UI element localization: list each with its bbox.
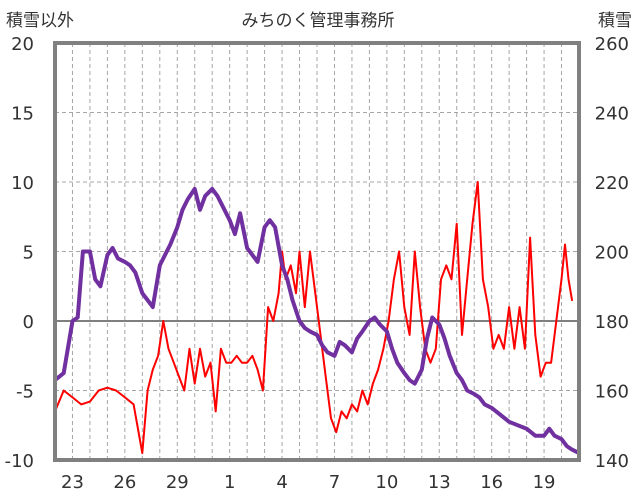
y-right-tick-label: 240 [595, 104, 629, 125]
y-right-tick-label: 200 [595, 243, 629, 264]
y-left-tick-label: 10 [11, 173, 34, 194]
y-left-tick-label: 0 [23, 312, 34, 333]
series-line-other [54, 181, 573, 455]
x-tick-label: 26 [113, 472, 136, 493]
x-tick-label: 19 [533, 472, 556, 493]
x-tick-label: 23 [61, 472, 84, 493]
chart-title: みちのく管理事務所 [242, 11, 395, 31]
y-right-tick-label: 160 [595, 382, 629, 403]
y-right-tick-label: 260 [595, 34, 629, 55]
y-left-tick-label: -5 [16, 382, 34, 403]
x-tick-label: 4 [276, 472, 287, 493]
series-layer [53, 181, 581, 456]
y-left-tick-label: 5 [23, 243, 34, 264]
grid-layer [55, 43, 579, 460]
y-left-axis-label: 積雪以外 [6, 11, 74, 31]
x-tick-label: 16 [480, 472, 503, 493]
x-tick-label: 13 [428, 472, 451, 493]
y-right-tick-label: 220 [595, 173, 629, 194]
y-left-tick-label: 20 [11, 34, 34, 55]
y-right-axis-label: 積雪 [598, 11, 632, 31]
x-tick-label: 29 [166, 472, 189, 493]
x-tick-label: 10 [375, 472, 398, 493]
x-tick-label: 7 [329, 472, 340, 493]
x-tick-label: 1 [224, 472, 235, 493]
y-left-tick-label: 15 [11, 104, 34, 125]
tick-layer: 20 15 10 5 0 -5 -10 260 240 220 200 180 160 140 23 26 29… [5, 34, 629, 493]
plot-frame [53, 41, 581, 462]
series-line-snow-depth [53, 186, 581, 456]
y-right-tick-label: 180 [595, 312, 629, 333]
y-left-tick-label: -10 [5, 451, 34, 472]
y-right-tick-label: 140 [595, 451, 629, 472]
